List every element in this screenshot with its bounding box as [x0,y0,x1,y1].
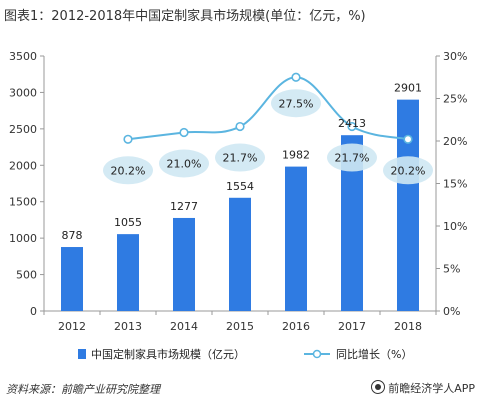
y-right-tick-label: 0% [443,305,460,318]
y-left-tick-label: 3000 [9,86,37,99]
growth-point [235,121,245,132]
x-tick-label: 2015 [226,320,254,333]
growth-point [347,121,357,132]
y-right-tick-label: 25% [443,93,467,106]
y-left-tick-label: 1500 [9,196,37,209]
y-right-tick-label: 15% [443,178,467,191]
brand-text: 前瞻经济学人APP [388,382,475,395]
x-tick-label: 2012 [58,320,86,333]
y-right-tick-label: 10% [443,220,467,233]
x-tick-label: 2013 [114,320,142,333]
growth-bubble [215,143,265,172]
y-right-tick-label: 20% [443,135,467,148]
growth-value-label: 21.0% [167,158,202,171]
bar-value-label: 1982 [282,149,310,162]
growth-label-bubbles [103,89,433,185]
bar-value-label: 878 [62,229,83,242]
bar-series [61,99,419,312]
growth-line [127,76,409,141]
data-labels: 878 1055 1277 1554 1982 2413 2901 20.2% 21.0% 21.… [62,82,426,242]
bar-value-label: 1277 [170,200,198,213]
bar [173,217,195,311]
growth-point [291,72,301,82]
legend-bar-swatch [78,349,86,359]
brand-logo-icon [371,380,386,394]
bar-value-label: 1055 [114,216,142,229]
bar [397,99,419,312]
y-right-tick-label: 5% [443,263,460,276]
bar [285,166,307,311]
growth-value-label: 21.7% [335,152,370,165]
line-series [123,72,413,144]
bar-value-label: 1554 [226,180,254,193]
growth-value-label: 20.2% [391,164,426,177]
x-tick-label: 2018 [394,320,422,333]
bar [229,197,251,311]
legend-line-marker [312,349,322,359]
growth-value-label: 21.7% [223,152,258,165]
x-tick-label: 2014 [170,320,198,333]
growth-bubble [271,89,321,118]
growth-bubble [103,156,153,185]
y-left-tick-label: 1000 [9,232,37,245]
y-left-tick-label: 3500 [9,50,37,63]
growth-point [403,134,413,144]
bar [117,234,139,311]
bar-value-label: 2901 [394,82,422,95]
brand-credit: 前瞻经济学人APP [371,380,475,396]
growth-bubble [159,149,209,178]
y-right-tick-label: 30% [443,50,467,63]
x-tick-label: 2016 [282,320,310,333]
growth-value-label: 27.5% [279,97,314,110]
legend: 中国定制家具市场规模（亿元） 同比增长（%） [78,347,412,361]
y-left-tick-label: 2500 [9,123,37,136]
growth-bubble [383,156,433,185]
chart-title: 图表1：2012-2018年中国定制家具市场规模(单位：亿元，%) [4,9,366,24]
growth-point [179,127,189,138]
x-tick-label: 2017 [338,320,366,333]
legend-line-label: 同比增长（%） [336,347,412,361]
bar-value-label: 2413 [338,117,366,130]
chart-axes: 0 500 1000 1500 2000 2500 3000 3500 0% 5% 10% 15% 20… [9,50,467,333]
y-left-tick-label: 500 [16,269,37,282]
y-left-tick-label: 2000 [9,159,37,172]
y-left-tick-label: 0 [30,305,37,318]
bar [341,135,363,311]
legend-bar-label: 中国定制家具市场规模（亿元） [91,347,245,361]
bar [61,247,83,311]
source-note: 资料来源：前瞻产业研究院整理 [6,383,160,396]
growth-value-label: 20.2% [111,164,146,177]
growth-bubble [327,143,377,172]
growth-point [123,134,133,144]
